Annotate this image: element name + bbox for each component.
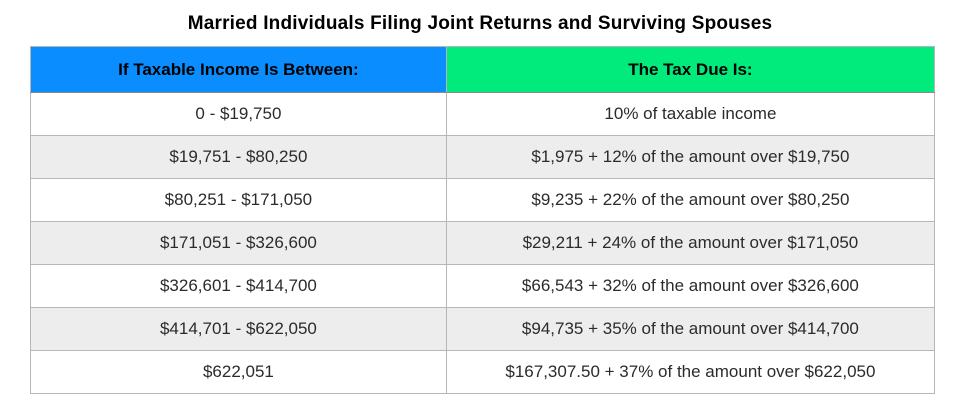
table-row: $414,701 - $622,050 $94,735 + 35% of the…: [30, 307, 936, 351]
table-row: $19,751 - $80,250 $1,975 + 12% of the am…: [30, 135, 936, 179]
tax-bracket-table: If Taxable Income Is Between: The Tax Du…: [30, 46, 936, 394]
table-title: Married Individuals Filing Joint Returns…: [187, 13, 773, 34]
income-range-cell: $622,051: [30, 350, 447, 394]
tax-due-cell: $1,975 + 12% of the amount over $19,750: [445, 135, 936, 179]
income-range-cell: $171,051 - $326,600: [30, 221, 447, 265]
income-range-cell: $80,251 - $171,050: [30, 178, 447, 222]
income-range-cell: $414,701 - $622,050: [30, 307, 447, 351]
tax-due-cell: $66,543 + 32% of the amount over $326,60…: [445, 264, 936, 308]
header-row: If Taxable Income Is Between: The Tax Du…: [30, 46, 936, 93]
table-header: If Taxable Income Is Between: The Tax Du…: [30, 46, 936, 93]
income-range-cell: 0 - $19,750: [30, 92, 447, 136]
header-cell-tax-due: The Tax Due Is:: [445, 46, 936, 93]
table-body: 0 - $19,750 10% of taxable income $19,75…: [30, 92, 936, 394]
tax-due-cell: $29,211 + 24% of the amount over $171,05…: [445, 221, 936, 265]
tax-due-cell: 10% of taxable income: [445, 92, 936, 136]
table-row: $622,051 $167,307.50 + 37% of the amount…: [30, 350, 936, 394]
tax-due-cell: $167,307.50 + 37% of the amount over $62…: [445, 350, 936, 394]
income-range-cell: $326,601 - $414,700: [30, 264, 447, 308]
table-row: $80,251 - $171,050 $9,235 + 22% of the a…: [30, 178, 936, 222]
table-row: $171,051 - $326,600 $29,211 + 24% of the…: [30, 221, 936, 265]
table-row: 0 - $19,750 10% of taxable income: [30, 92, 936, 136]
header-cell-income: If Taxable Income Is Between:: [30, 46, 447, 93]
tax-due-cell: $94,735 + 35% of the amount over $414,70…: [445, 307, 936, 351]
income-range-cell: $19,751 - $80,250: [30, 135, 447, 179]
table-row: $326,601 - $414,700 $66,543 + 32% of the…: [30, 264, 936, 308]
tax-due-cell: $9,235 + 22% of the amount over $80,250: [445, 178, 936, 222]
